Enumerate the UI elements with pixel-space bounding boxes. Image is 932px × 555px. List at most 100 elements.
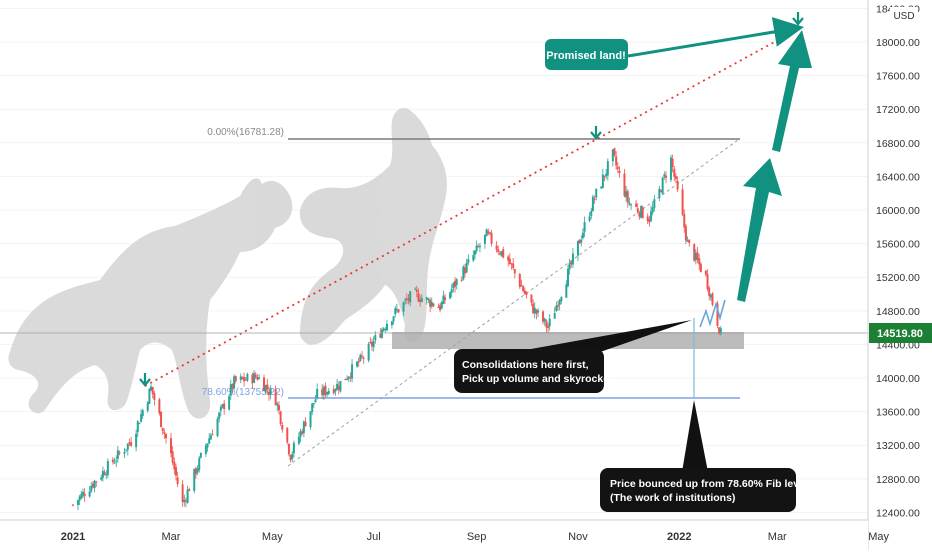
candle-body: [560, 297, 563, 302]
candle-body: [231, 383, 234, 389]
candle-body: [696, 252, 699, 261]
y-tick-label: 12400.00: [876, 507, 920, 519]
bounce-line2: (The work of institutions): [610, 492, 735, 504]
candle-body: [183, 499, 186, 503]
bounce-callout[interactable]: [600, 468, 796, 512]
consolidation-callout[interactable]: [454, 349, 604, 393]
candle-body: [442, 295, 445, 304]
candle-body: [113, 462, 116, 464]
bull-silhouette: [8, 178, 293, 419]
candle-body: [557, 305, 560, 307]
y-tick-label: 13200.00: [876, 440, 920, 452]
candle-body: [626, 191, 629, 203]
candle-body: [176, 477, 179, 484]
down-arrow-icon: [139, 373, 151, 387]
candle-body: [698, 258, 701, 265]
bear-silhouette: [299, 107, 447, 346]
candle-body: [580, 239, 583, 243]
candle-body: [605, 173, 608, 176]
candle-body: [429, 299, 432, 307]
candles: [72, 147, 722, 511]
candle-body: [140, 414, 143, 422]
candle-body: [198, 457, 201, 471]
candle-body: [638, 212, 641, 217]
candle-body: [208, 438, 211, 444]
candle-body: [566, 268, 569, 287]
candle-body: [193, 468, 196, 491]
candle-body: [349, 376, 352, 378]
candle-body: [485, 229, 488, 237]
support-zone[interactable]: [392, 332, 744, 349]
candle-body: [397, 309, 400, 313]
candle-body: [359, 354, 362, 361]
candle-body: [427, 298, 430, 300]
candle-body: [455, 279, 458, 285]
candle-body: [151, 386, 154, 394]
y-tick-label: 17600.00: [876, 71, 920, 83]
fib-label-786: 78.60%(13755.22): [202, 387, 284, 398]
candle-body: [394, 308, 397, 315]
candle-body: [635, 203, 638, 207]
candle-body: [254, 374, 257, 378]
candle-body: [251, 374, 254, 384]
candle-body: [150, 386, 153, 391]
candle-body: [578, 239, 581, 244]
candle-body: [228, 396, 231, 410]
candle-body: [382, 328, 385, 331]
trend-line-red[interactable]: [144, 27, 801, 387]
candle-body: [239, 376, 242, 381]
x-tick-label: Mar: [162, 531, 181, 543]
candle-body: [277, 405, 280, 411]
x-tick-label: Mar: [768, 531, 787, 543]
candle-body: [490, 232, 493, 244]
price-axis[interactable]: [868, 0, 932, 550]
candle-body: [81, 491, 84, 496]
candle-body: [223, 403, 226, 410]
candle-body: [653, 199, 656, 209]
candle-body: [380, 329, 383, 338]
candle-body: [181, 484, 184, 503]
candle-body: [467, 259, 470, 263]
candle-body: [362, 357, 365, 359]
candle-body: [385, 323, 388, 331]
candle-body: [420, 298, 423, 302]
candle-body: [414, 288, 417, 290]
candle-body: [444, 297, 447, 301]
candle-body: [146, 402, 149, 411]
candle-body: [170, 438, 172, 454]
candle-body: [450, 288, 453, 293]
candle-body: [326, 392, 329, 395]
candle-body: [409, 291, 412, 303]
candle-body: [76, 500, 79, 505]
candle-body: [583, 221, 586, 232]
candle-body: [322, 387, 325, 396]
candle-body: [405, 298, 408, 300]
candle-body: [523, 290, 526, 294]
candle-body: [590, 210, 593, 217]
y-tick-label: 13600.00: [876, 407, 920, 419]
time-axis[interactable]: [0, 520, 868, 550]
candle-body: [449, 292, 452, 299]
candle-body: [116, 450, 119, 459]
candle-body: [105, 474, 108, 476]
candle-body: [535, 309, 538, 314]
candle-body: [558, 300, 561, 305]
candle-body: [628, 202, 631, 205]
candle-body: [488, 232, 491, 234]
candle-body: [500, 251, 503, 256]
down-arrow-icon: [590, 126, 602, 140]
consolidation-line1: Consolidations here first,: [462, 359, 589, 371]
candle-body: [111, 459, 114, 463]
candle-body: [601, 174, 604, 188]
candle-body: [658, 188, 661, 199]
candle-body: [309, 411, 312, 428]
candle-body: [419, 300, 422, 302]
last-price-badge[interactable]: [869, 323, 932, 343]
candle-body: [475, 245, 478, 252]
promised-land-box[interactable]: [545, 39, 628, 70]
candle-body: [78, 496, 81, 501]
candle-body: [613, 148, 616, 156]
candle-body: [188, 489, 191, 492]
candle-body: [630, 204, 633, 206]
